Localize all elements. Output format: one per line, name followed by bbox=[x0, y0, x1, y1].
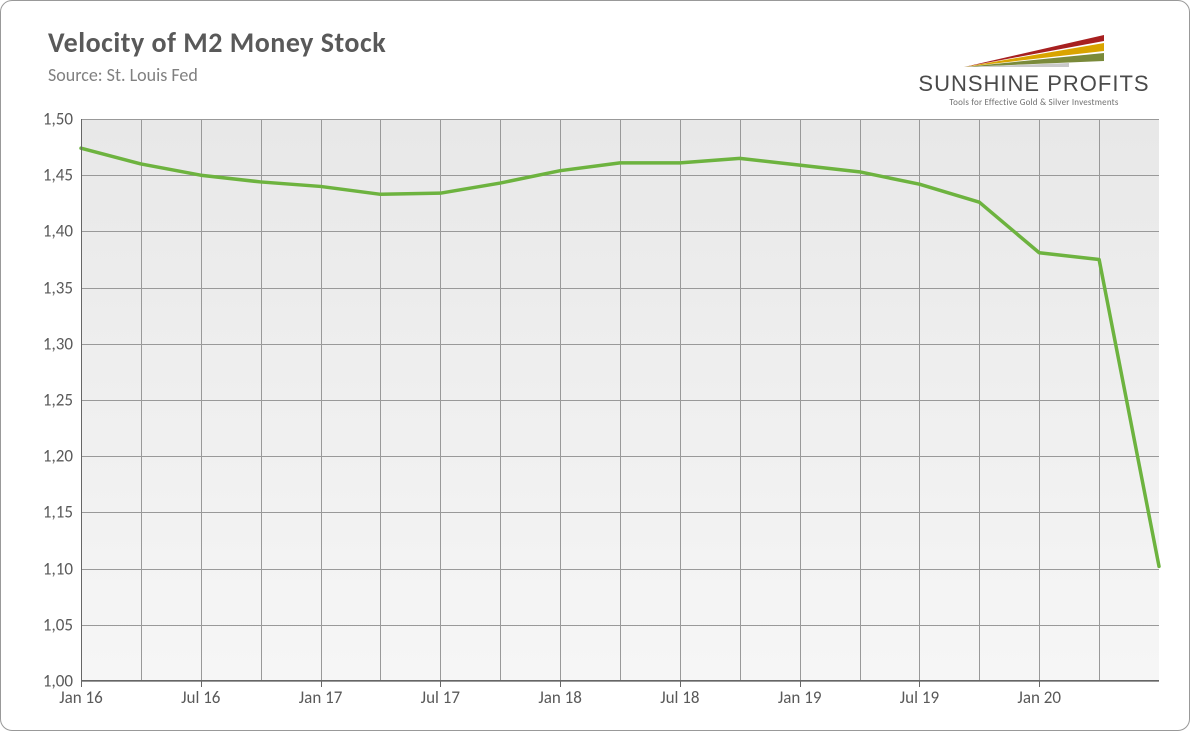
data-line bbox=[81, 119, 1159, 681]
x-tick-label: Jul 18 bbox=[660, 687, 699, 708]
brand-tagline: Tools for Effective Gold & Silver Invest… bbox=[904, 97, 1164, 108]
x-tick-label: Jul 17 bbox=[421, 687, 460, 708]
brand-logo: SUNSHINE PROFITS Tools for Effective Gol… bbox=[904, 25, 1164, 108]
x-tick-label: Jan 18 bbox=[538, 687, 582, 708]
x-axis-line bbox=[81, 680, 1159, 681]
y-tick-label: 1,10 bbox=[23, 558, 73, 579]
y-tick-label: 1,30 bbox=[23, 333, 73, 354]
y-tick-label: 1,15 bbox=[23, 502, 73, 523]
sunburst-icon bbox=[959, 25, 1109, 69]
x-tick-mark bbox=[440, 681, 441, 687]
x-tick-mark bbox=[321, 681, 322, 687]
chart-header: Velocity of M2 Money Stock Source: St. L… bbox=[26, 25, 1164, 115]
series-line bbox=[81, 148, 1159, 566]
x-tick-mark bbox=[800, 681, 801, 687]
x-tick-label: Jan 17 bbox=[299, 687, 343, 708]
x-tick-mark bbox=[680, 681, 681, 687]
plot-area bbox=[81, 119, 1159, 681]
y-tick-label: 1,05 bbox=[23, 614, 73, 635]
y-axis-line bbox=[81, 119, 82, 681]
x-tick-mark bbox=[201, 681, 202, 687]
x-tick-label: Jan 20 bbox=[1017, 687, 1061, 708]
y-tick-label: 1,50 bbox=[23, 109, 73, 130]
x-tick-label: Jul 16 bbox=[181, 687, 220, 708]
y-tick-label: 1,35 bbox=[23, 277, 73, 298]
x-tick-mark bbox=[1039, 681, 1040, 687]
x-tick-mark bbox=[560, 681, 561, 687]
x-tick-mark bbox=[81, 681, 82, 687]
chart-container: Velocity of M2 Money Stock Source: St. L… bbox=[0, 0, 1190, 731]
x-tick-label: Jan 16 bbox=[59, 687, 103, 708]
brand-name: SUNSHINE PROFITS bbox=[904, 71, 1164, 97]
x-tick-mark bbox=[919, 681, 920, 687]
y-tick-label: 1,45 bbox=[23, 165, 73, 186]
y-tick-label: 1,25 bbox=[23, 390, 73, 411]
x-tick-label: Jul 19 bbox=[900, 687, 939, 708]
x-tick-label: Jan 19 bbox=[778, 687, 822, 708]
y-tick-label: 1,20 bbox=[23, 446, 73, 467]
y-tick-label: 1,40 bbox=[23, 221, 73, 242]
grid-line-h bbox=[81, 681, 1159, 682]
